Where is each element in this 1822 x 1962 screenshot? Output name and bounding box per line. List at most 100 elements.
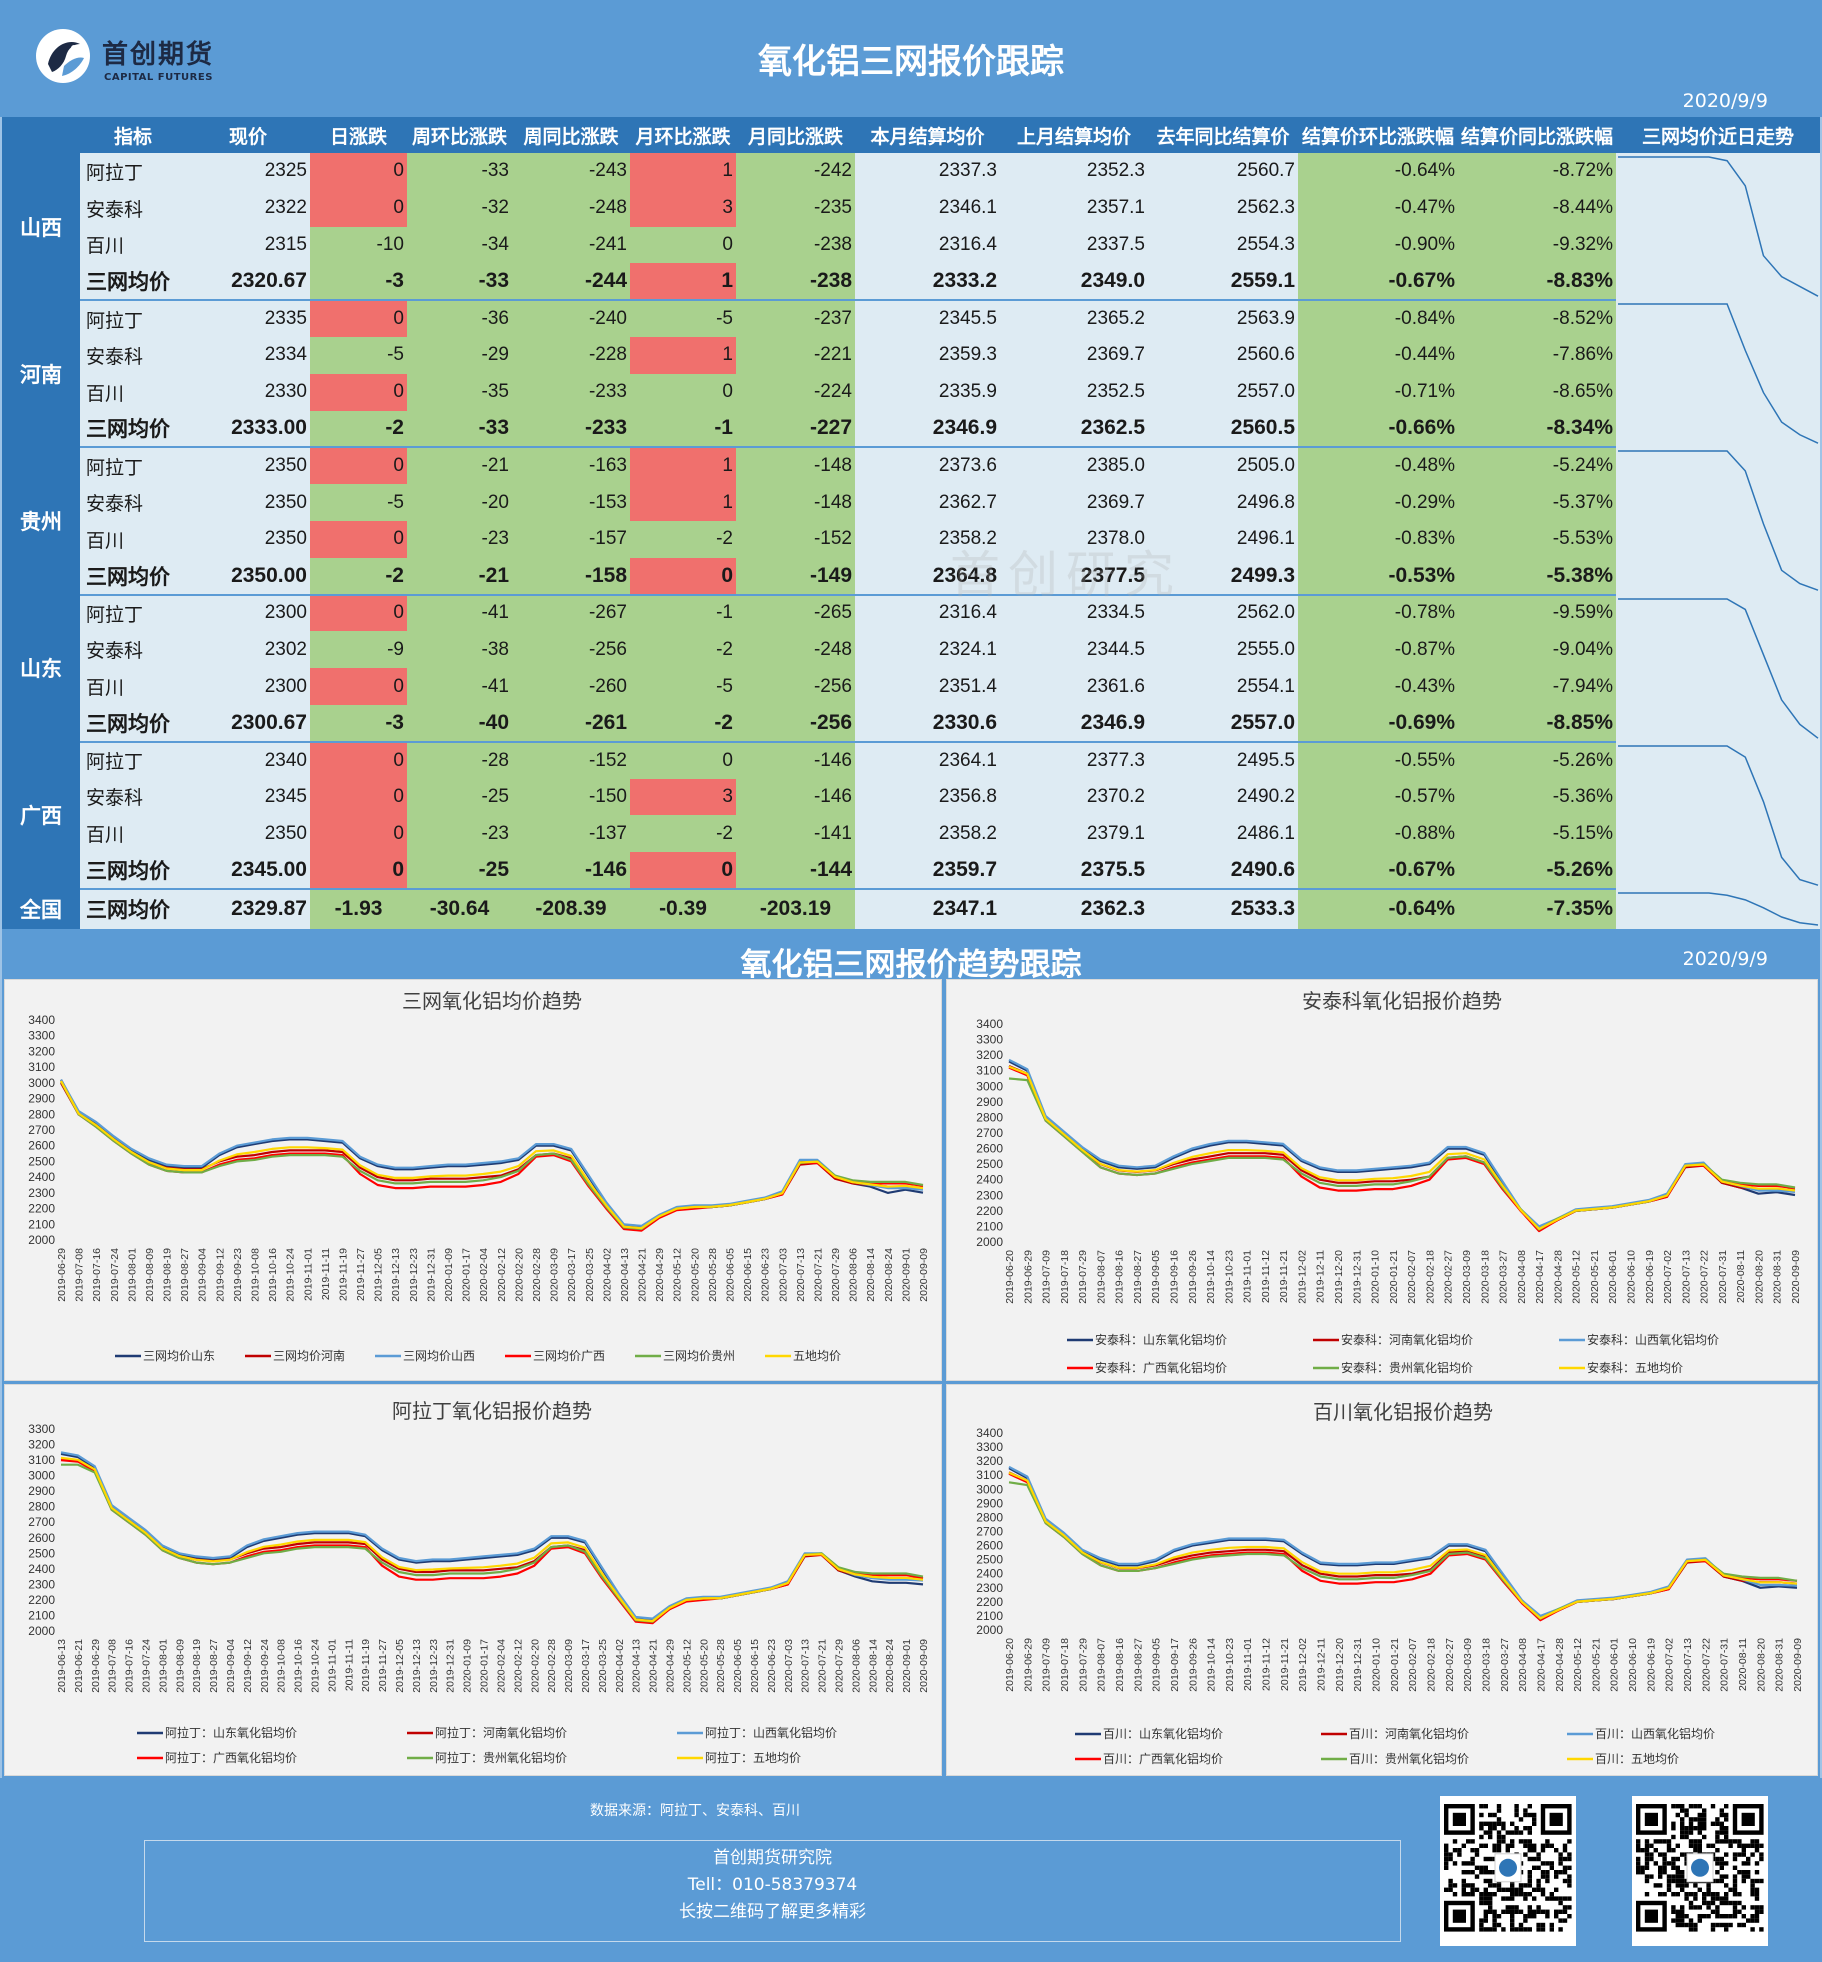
value-cell: 0 xyxy=(310,668,407,705)
x-tick-label: 2019-10-24 xyxy=(285,1248,297,1302)
value-cell: 2333.00 xyxy=(186,410,310,449)
series-line xyxy=(1008,1064,1796,1231)
y-tick-label: 3300 xyxy=(976,1033,1003,1047)
sparkline xyxy=(1618,156,1819,297)
indicator-name: 阿拉丁 xyxy=(80,594,186,632)
x-tick-label: 2019-06-29 xyxy=(1022,1250,1034,1304)
header: 首创期货 CAPITAL FUTURES 氧化铝三网报价跟踪 2020/9/9 xyxy=(0,0,1822,117)
sparkline-path xyxy=(1618,156,1819,297)
x-tick-label: 2019-11-01 xyxy=(302,1248,314,1301)
legend-label: 五地均价 xyxy=(793,1349,841,1363)
value-cell: -35 xyxy=(407,373,512,411)
x-tick-label: 2020-06-23 xyxy=(766,1639,778,1693)
x-tick-label: 2020-06-19 xyxy=(1644,1250,1656,1304)
x-tick-label: 2019-06-13 xyxy=(56,1639,68,1693)
value-cell: 2375.5 xyxy=(1000,852,1148,890)
value-cell: -146 xyxy=(512,852,630,890)
x-tick-label: 2019-09-04 xyxy=(197,1248,209,1302)
column-header: 现价 xyxy=(186,117,310,153)
value-cell: -0.67% xyxy=(1298,263,1458,302)
sparkline xyxy=(1618,450,1819,592)
value-cell: 1 xyxy=(630,153,736,190)
x-tick-label: 2020-06-01 xyxy=(1609,1638,1621,1692)
value-cell: -5.26% xyxy=(1458,852,1616,890)
x-tick-label: 2020-04-02 xyxy=(601,1248,613,1302)
y-tick-label: 3100 xyxy=(976,1468,1003,1482)
value-cell: -149 xyxy=(736,557,855,596)
chart-title: 三网氧化铝均价趋势 xyxy=(402,989,582,1013)
value-cell: 0 xyxy=(310,189,407,227)
value-cell: -8.52% xyxy=(1458,300,1616,337)
value-cell: 2340 xyxy=(186,741,310,779)
value-cell: -32 xyxy=(407,189,512,227)
value-cell: 2377.5 xyxy=(1000,557,1148,596)
value-cell: -242 xyxy=(736,153,855,190)
value-cell: -23 xyxy=(407,815,512,853)
x-tick-label: 2020-02-18 xyxy=(1424,1250,1436,1304)
sparkline-path xyxy=(1618,450,1819,592)
x-tick-label: 2020-02-18 xyxy=(1425,1638,1437,1692)
x-tick-label: 2020-03-18 xyxy=(1480,1638,1492,1692)
x-tick-label: 2020-09-01 xyxy=(900,1248,912,1302)
value-cell: 2351.4 xyxy=(855,668,1000,705)
x-tick-label: 2019-07-29 xyxy=(1077,1250,1089,1304)
series-line xyxy=(1008,1471,1798,1620)
province-cell: 河南 xyxy=(2,300,80,448)
value-cell: -36 xyxy=(407,300,512,337)
x-tick-label: 2020-03-09 xyxy=(563,1639,575,1693)
value-cell: -248 xyxy=(512,189,630,227)
indicator-name: 安泰科 xyxy=(80,778,186,816)
x-tick-label: 2019-12-31 xyxy=(445,1639,457,1693)
brand-subtitle: CAPITAL FUTURES xyxy=(104,72,213,83)
x-tick-label: 2020-05-28 xyxy=(707,1248,719,1302)
x-tick-label: 2019-12-11 xyxy=(1316,1638,1328,1691)
x-tick-label: 2020-05-12 xyxy=(1571,1250,1583,1304)
y-tick-label: 2000 xyxy=(28,1233,55,1247)
x-tick-label: 2020-04-13 xyxy=(619,1248,631,1302)
value-cell: 2560.7 xyxy=(1148,153,1298,190)
indicator-name: 百川 xyxy=(80,520,186,558)
x-tick-label: 2020-04-21 xyxy=(648,1639,660,1693)
y-tick-label: 2100 xyxy=(28,1608,55,1622)
x-tick-label: 2019-12-23 xyxy=(428,1639,440,1693)
x-tick-label: 2020-08-20 xyxy=(1755,1638,1767,1692)
value-cell: 2364.1 xyxy=(855,741,1000,779)
x-tick-label: 2019-11-19 xyxy=(360,1639,372,1692)
x-tick-label: 2020-04-29 xyxy=(664,1639,676,1693)
legend-label: 阿拉丁：贵州氧化铝均价 xyxy=(435,1750,567,1765)
x-tick-label: 2020-02-12 xyxy=(512,1639,524,1693)
value-cell: 2505.0 xyxy=(1148,447,1298,485)
value-cell: -23 xyxy=(407,520,512,558)
x-tick-label: 2020-07-21 xyxy=(812,1248,824,1302)
legend-label: 百川：河南氧化铝均价 xyxy=(1349,1726,1469,1741)
qr-code-icon[interactable] xyxy=(1632,1796,1768,1946)
value-cell: 2302 xyxy=(186,631,310,669)
value-cell: 2562.0 xyxy=(1148,594,1298,632)
series-line xyxy=(1008,1471,1798,1620)
legend-label: 阿拉丁：五地均价 xyxy=(705,1750,801,1765)
column-header: 周同比涨跌 xyxy=(512,117,630,153)
value-cell: -153 xyxy=(512,484,630,521)
legend-label: 百川：山东氧化铝均价 xyxy=(1103,1726,1223,1741)
qr-code-icon[interactable] xyxy=(1440,1796,1576,1946)
value-cell: 2490.2 xyxy=(1148,778,1298,816)
y-tick-label: 2700 xyxy=(28,1515,55,1529)
y-tick-label: 3400 xyxy=(28,1013,55,1027)
x-tick-label: 2020-07-13 xyxy=(795,1248,807,1302)
y-tick-label: 2900 xyxy=(976,1095,1003,1109)
legend-label: 阿拉丁：河南氧化铝均价 xyxy=(435,1725,567,1740)
x-tick-label: 2020-07-03 xyxy=(783,1639,795,1693)
value-cell: -7.86% xyxy=(1458,336,1616,374)
x-tick-label: 2019-08-07 xyxy=(1095,1250,1107,1304)
y-tick-label: 3300 xyxy=(28,1422,55,1436)
value-cell: -158 xyxy=(512,557,630,596)
y-tick-label: 2300 xyxy=(976,1188,1003,1202)
y-tick-label: 2600 xyxy=(976,1142,1003,1156)
value-cell: 0 xyxy=(630,373,736,411)
value-cell: 2316.4 xyxy=(855,594,1000,632)
sparkline xyxy=(1618,744,1819,886)
chart-baichuan: 百川氧化铝报价趋势 2000 2100 2200 2300 2400 2500 2600 270… xyxy=(946,1384,1818,1776)
province-cell: 全国 xyxy=(2,888,80,929)
series-line xyxy=(61,1463,924,1623)
table-row: 百川 2350 0 -23 -157 -2 -152 2358.2 2378.0 2496.1 -0… xyxy=(2,520,1820,558)
